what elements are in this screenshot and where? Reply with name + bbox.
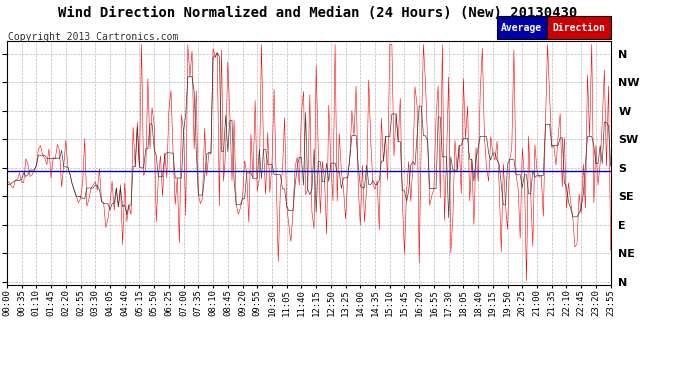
Text: Wind Direction Normalized and Median (24 Hours) (New) 20130430: Wind Direction Normalized and Median (24… [58,6,577,20]
Text: Copyright 2013 Cartronics.com: Copyright 2013 Cartronics.com [8,32,179,42]
Text: Average: Average [501,23,542,33]
FancyBboxPatch shape [497,16,547,39]
Text: Direction: Direction [552,23,605,33]
FancyBboxPatch shape [547,16,611,39]
